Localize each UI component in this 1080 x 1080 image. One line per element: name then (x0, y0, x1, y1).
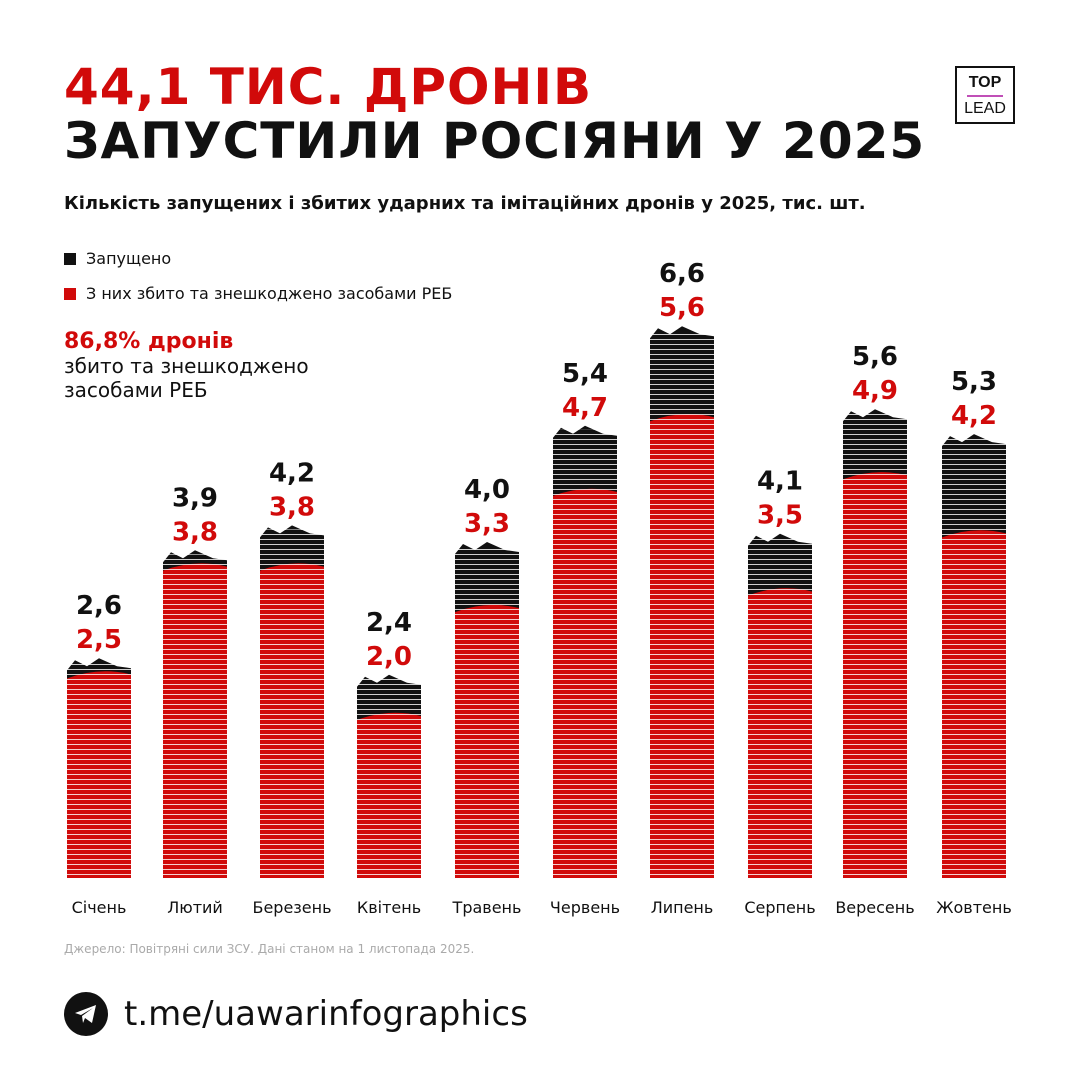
month-label: Квітень (357, 898, 421, 917)
bar-texture (650, 330, 714, 878)
telegram-icon (64, 992, 108, 1036)
value-label-shot-down: 3,8 (269, 492, 315, 522)
value-label-shot-down: 4,7 (562, 393, 608, 423)
note-line1: збито та знешкоджено (64, 354, 309, 378)
title-line-2: ЗАПУСТИЛИ РОСІЯНИ У 2025 (64, 112, 926, 170)
value-label-launched: 5,6 (852, 342, 898, 372)
month-label: Січень (72, 898, 127, 917)
legend-shot-down: З них збито та знешкоджено засобами РЕБ (64, 284, 452, 303)
chart-subtitle: Кількість запущених і збитих ударних та … (64, 193, 866, 214)
month-label: Березень (252, 898, 331, 917)
value-label-launched: 2,4 (366, 608, 412, 638)
month-label: Вересень (835, 898, 914, 917)
bar-texture (260, 529, 324, 878)
month-label: Червень (550, 898, 620, 917)
value-label-shot-down: 3,3 (464, 509, 510, 539)
bar-texture (553, 429, 617, 878)
value-label-launched: 5,4 (562, 359, 608, 389)
legend-label: Запущено (86, 249, 172, 268)
title-line-1: 44,1 ТИС. ДРОНІВ (64, 58, 593, 116)
legend-label: З них збито та знешкоджено засобами РЕБ (86, 284, 453, 303)
value-label-launched: 5,3 (951, 367, 997, 397)
note-line2: засобами РЕБ (64, 378, 208, 402)
telegram-url[interactable]: t.me/uawarinfographics (124, 994, 528, 1034)
telegram-link[interactable]: t.me/uawarinfographics (64, 992, 528, 1036)
note-percent: 86,8% дронів (64, 329, 234, 354)
month-label: Липень (651, 898, 714, 917)
source-note: Джерело: Повітряні сили ЗСУ. Дані станом… (64, 942, 475, 956)
top-lead-logo: TOP LEAD (955, 66, 1015, 124)
value-label-launched: 4,1 (757, 467, 803, 497)
value-label-launched: 3,9 (172, 483, 218, 513)
value-label-shot-down: 4,9 (852, 376, 898, 406)
bar-texture (455, 546, 519, 878)
value-label-launched: 4,2 (269, 458, 315, 488)
bar-texture (942, 438, 1006, 878)
bar-texture (67, 662, 131, 878)
bar-texture (748, 537, 812, 878)
bar-texture (163, 554, 227, 878)
note: 86,8% дронів збито та знешкоджено засоба… (64, 329, 309, 403)
month-label: Лютий (167, 898, 223, 917)
value-label-shot-down: 4,2 (951, 401, 997, 431)
value-label-launched: 4,0 (464, 475, 510, 505)
value-label-shot-down: 2,0 (366, 642, 412, 672)
month-label: Серпень (744, 898, 815, 917)
legend-swatch-black (64, 252, 76, 265)
logo-top: TOP (968, 74, 1002, 91)
legend-launched: Запущено (64, 249, 171, 268)
value-label-shot-down: 3,5 (757, 501, 803, 531)
bar-texture (843, 413, 907, 878)
legend-swatch-red (64, 287, 76, 300)
value-label-shot-down: 5,6 (659, 293, 705, 323)
month-label: Травень (452, 898, 522, 917)
value-label-launched: 6,6 (659, 259, 705, 289)
month-label: Жовтень (936, 898, 1012, 917)
value-label-launched: 2,6 (76, 591, 122, 621)
bar-texture (357, 678, 421, 878)
logo-bottom: LEAD (964, 100, 1006, 117)
value-label-shot-down: 2,5 (76, 625, 122, 655)
value-label-shot-down: 3,8 (172, 517, 218, 547)
